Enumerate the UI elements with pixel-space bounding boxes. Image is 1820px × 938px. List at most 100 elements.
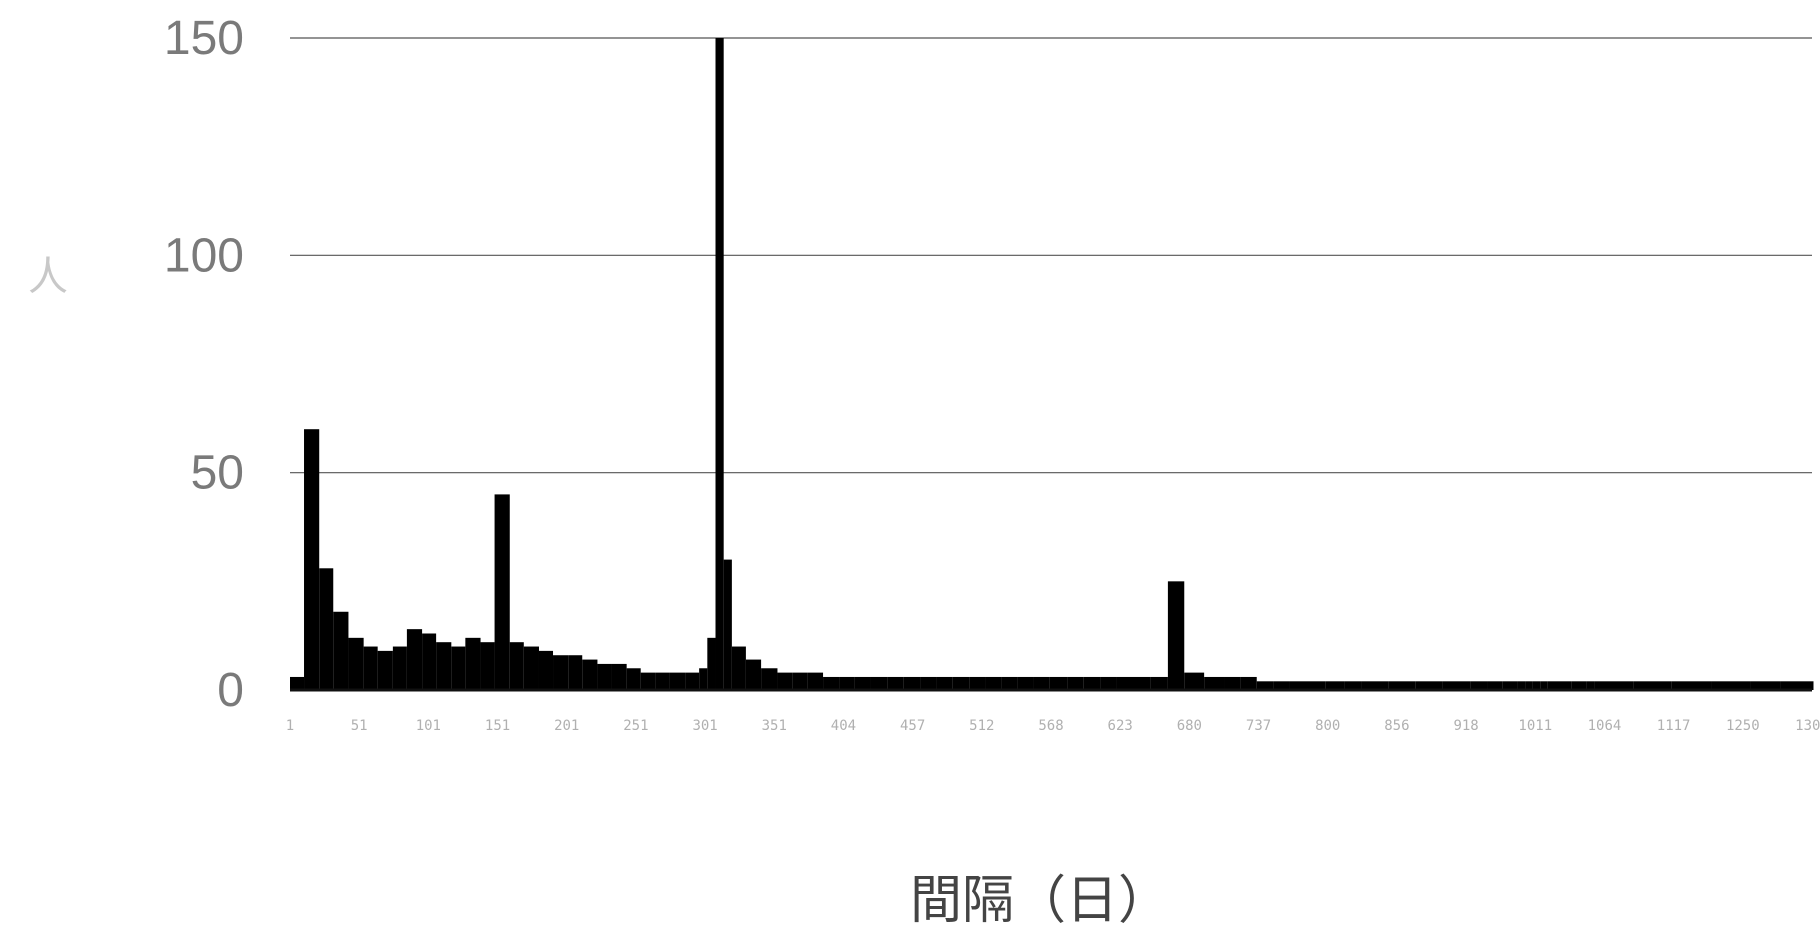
x-tick-label-13: 680 [1177, 718, 1202, 734]
bar-37 [807, 672, 824, 690]
bar-28 [699, 668, 708, 690]
bar-2 [319, 568, 334, 690]
x-tick-label-4: 201 [554, 718, 579, 734]
bar-21 [597, 663, 612, 690]
bar-64 [1256, 681, 1274, 690]
bar-38 [823, 676, 840, 690]
bar-40 [854, 676, 871, 690]
bar-87 [1671, 681, 1712, 690]
x-tick-label-8: 404 [831, 718, 856, 734]
bar-4 [348, 637, 364, 690]
x-tick-label-2: 101 [416, 718, 441, 734]
bar-58 [1150, 676, 1168, 690]
bar-15 [509, 642, 524, 690]
bar-85 [1594, 681, 1634, 690]
bar-19 [568, 655, 583, 690]
bar-1 [304, 429, 320, 690]
x-tick-label-14: 737 [1246, 718, 1271, 734]
bar-55 [1100, 676, 1117, 690]
bar-23 [626, 668, 641, 690]
y-tick-label-0: 0 [217, 664, 244, 717]
x-tick-label-12: 623 [1108, 718, 1133, 734]
bar-79 [1532, 681, 1541, 690]
bar-86 [1633, 681, 1672, 690]
bar-74 [1470, 681, 1488, 690]
bar-34 [761, 668, 778, 690]
bar-11 [451, 646, 466, 690]
bar-59 [1167, 581, 1185, 690]
bar-20 [582, 659, 598, 690]
bar-83 [1571, 681, 1587, 690]
bar-18 [553, 655, 569, 690]
bar-75 [1487, 681, 1503, 690]
bar-3 [333, 611, 349, 690]
bar-71 [1388, 681, 1416, 690]
y-tick-label-50: 50 [191, 447, 244, 500]
bar-36 [792, 672, 808, 690]
x-tick-label-6: 301 [692, 718, 717, 734]
x-tick-label-17: 918 [1453, 718, 1478, 734]
bar-47 [969, 676, 986, 690]
bar-26 [669, 672, 686, 690]
x-axis-label: 間隔（日） [910, 871, 1170, 931]
x-tick-label-22: 1303 [1795, 718, 1820, 734]
bar-66 [1289, 681, 1308, 690]
bar-0 [290, 676, 305, 690]
x-tick-label-9: 457 [900, 718, 925, 734]
bar-84 [1586, 681, 1595, 690]
bar-16 [523, 646, 539, 690]
bar-39 [839, 676, 855, 690]
x-tick-label-5: 251 [623, 718, 648, 734]
bar-51 [1033, 676, 1050, 690]
bar-43 [903, 676, 921, 690]
bar-6 [377, 650, 393, 690]
x-tick-label-11: 568 [1038, 718, 1063, 734]
bar-24 [640, 672, 656, 690]
y-tick-label-150: 150 [164, 12, 244, 65]
bar-88 [1711, 681, 1751, 690]
bar-35 [777, 672, 793, 690]
bar-22 [611, 663, 627, 690]
bar-77 [1517, 681, 1526, 690]
bar-13 [480, 642, 495, 690]
bar-9 [422, 633, 437, 690]
bar-12 [465, 637, 481, 690]
bar-78 [1525, 681, 1533, 690]
bar-14 [494, 494, 510, 690]
bar-29 [707, 637, 716, 690]
x-tick-label-3: 151 [485, 718, 510, 734]
bar-63 [1240, 676, 1257, 690]
x-tick-labels: 1 51 101 1 51 201 251 301 351 404 457 512 568 623 680 7… [286, 718, 1820, 734]
bar-30 [715, 38, 724, 690]
bar-48 [985, 676, 1002, 690]
bar-70 [1361, 681, 1389, 690]
bar-89 [1750, 681, 1781, 690]
bar-60 [1184, 672, 1205, 690]
bars-layer [290, 38, 1814, 690]
bar-53 [1067, 676, 1084, 690]
bar-33 [745, 659, 762, 690]
bar-65 [1273, 681, 1290, 690]
x-tick-label-18: 1011 [1518, 718, 1552, 734]
bar-90 [1780, 681, 1812, 690]
bar-32 [731, 646, 746, 690]
x-tick-label-15: 800 [1315, 718, 1340, 734]
bar-54 [1083, 676, 1101, 690]
bar-57 [1133, 676, 1151, 690]
bar-67 [1307, 681, 1326, 690]
bar-27 [685, 672, 700, 690]
x-tick-label-21: 1250 [1726, 718, 1760, 734]
bar-7 [392, 646, 407, 690]
x-tick-label-7: 351 [762, 718, 787, 734]
x-tick-label-16: 856 [1384, 718, 1409, 734]
y-tick-label-100: 100 [164, 229, 244, 282]
bar-81 [1547, 681, 1556, 690]
bar-61 [1204, 676, 1225, 690]
x-tick-label-1: 51 [351, 718, 368, 734]
bar-52 [1049, 676, 1068, 690]
x-tick-label-10: 512 [969, 718, 994, 734]
bar-80 [1540, 681, 1548, 690]
bar-72 [1415, 681, 1443, 690]
